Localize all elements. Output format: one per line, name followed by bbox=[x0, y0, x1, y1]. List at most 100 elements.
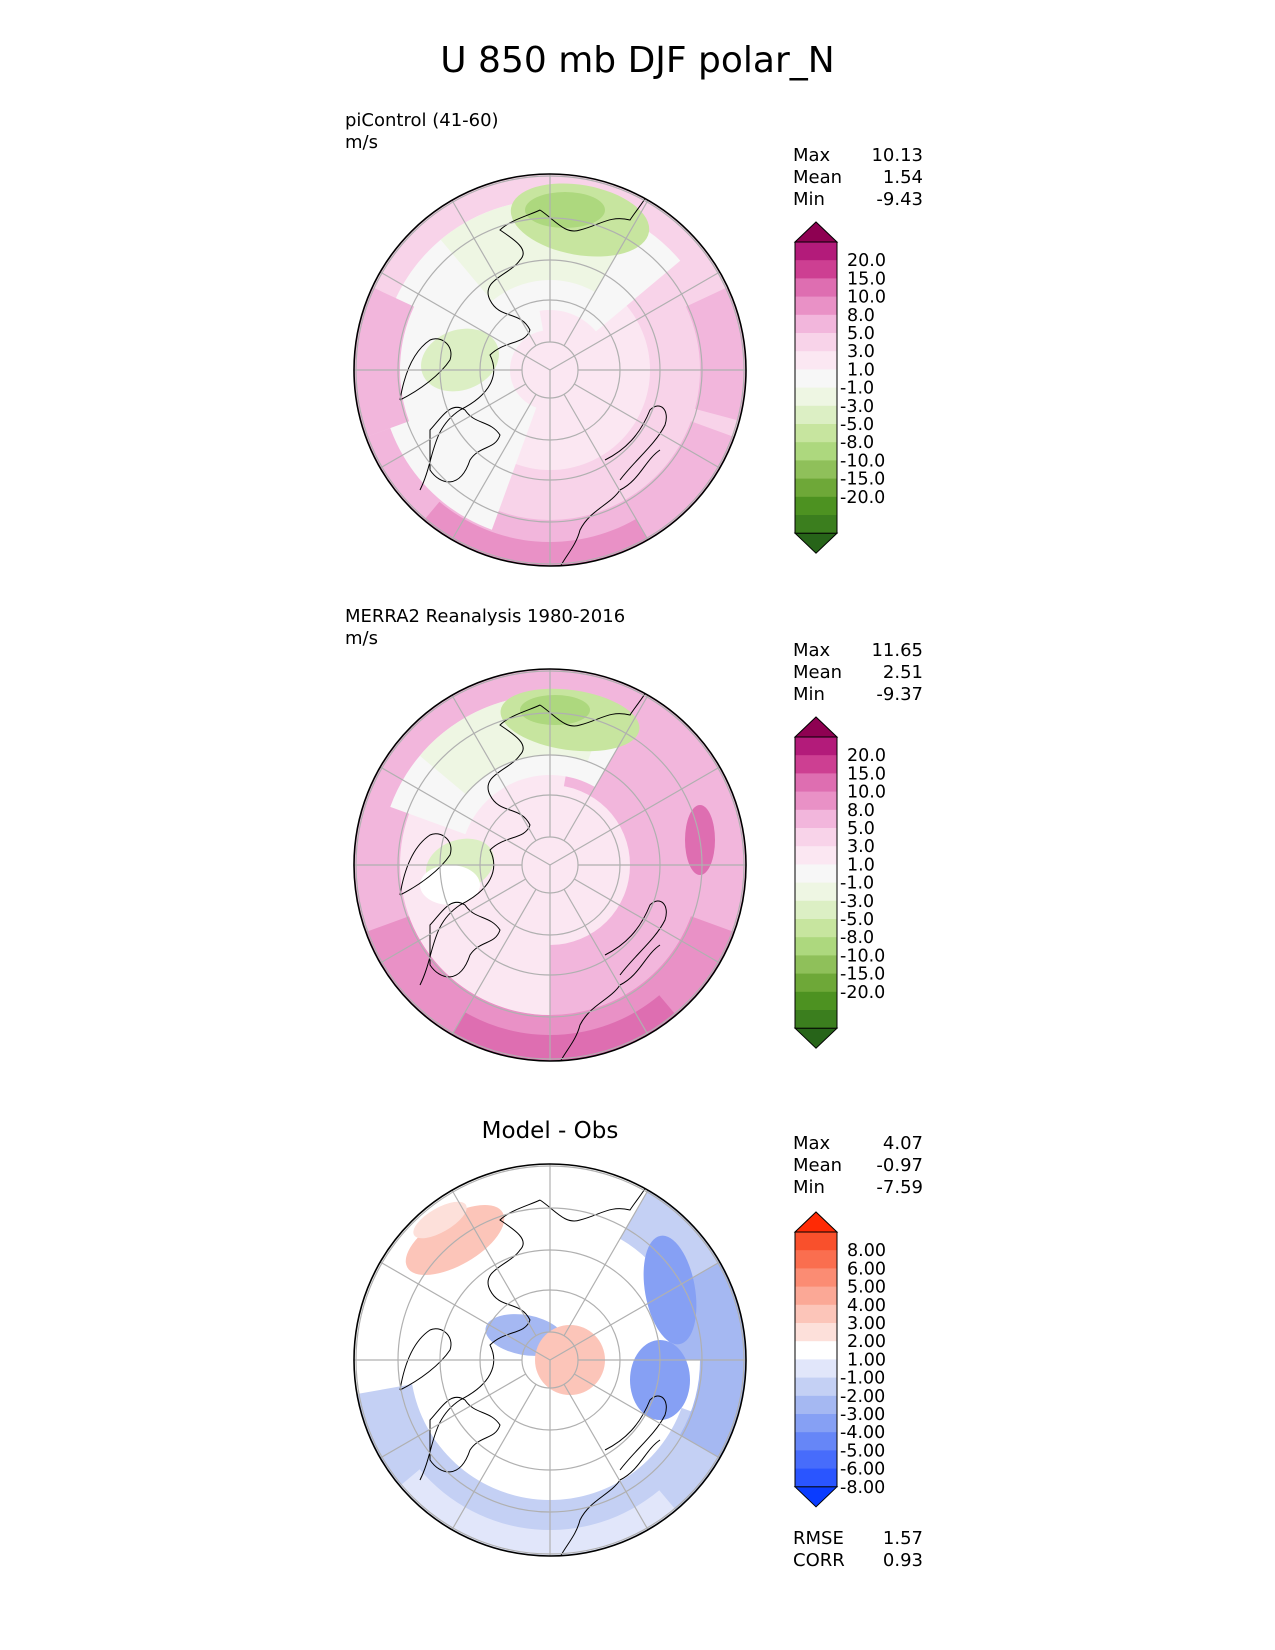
field-contour bbox=[535, 1325, 605, 1395]
map-boundary bbox=[353, 1163, 747, 1557]
colorbar-band bbox=[795, 296, 837, 316]
colorbar-band bbox=[795, 314, 837, 334]
colorbar-extend-min bbox=[793, 1027, 839, 1049]
field-contour bbox=[424, 501, 648, 566]
colorbar-tick-label: -1.00 bbox=[840, 1369, 885, 1389]
colorbar-band bbox=[795, 424, 837, 443]
min-label: Min bbox=[793, 684, 825, 705]
map-field bbox=[354, 1164, 746, 1556]
colorbar-tick-label: -20.0 bbox=[840, 488, 885, 508]
colorbar-band bbox=[795, 773, 837, 793]
coastline bbox=[399, 833, 452, 896]
colorbar-band bbox=[795, 1010, 837, 1029]
colorbar-band bbox=[795, 460, 837, 480]
colorbar-band bbox=[795, 387, 837, 407]
field-contour bbox=[420, 865, 480, 905]
colorbar-tick-label: -2.00 bbox=[840, 1387, 885, 1407]
field-contour bbox=[413, 1201, 467, 1239]
meridian-line bbox=[563, 1189, 649, 1337]
stats-box: Max 10.13 Mean 1.54 Min -9.43 bbox=[793, 145, 923, 211]
colorbar: 20.015.010.08.05.03.01.0-1.0-3.0-5.0-8.0… bbox=[793, 221, 886, 554]
coastline bbox=[604, 1395, 667, 1471]
colorbar-tick-label: 3.0 bbox=[847, 342, 875, 362]
coastline bbox=[604, 900, 667, 976]
coastline bbox=[554, 1439, 661, 1556]
model-name: piControl (41-60) bbox=[345, 110, 499, 131]
colorbar-band bbox=[795, 1341, 837, 1360]
panel-label: piControl (41-60) m/s bbox=[345, 110, 499, 154]
colorbar-band bbox=[795, 496, 837, 516]
meridian-line bbox=[451, 888, 537, 1036]
colorbar-band bbox=[795, 278, 837, 298]
min-value: -9.37 bbox=[876, 684, 923, 705]
colorbar-tick-label: 5.0 bbox=[847, 324, 875, 344]
colorbar-tick-label: 4.00 bbox=[847, 1296, 886, 1316]
units-label: m/s bbox=[345, 628, 378, 649]
coastline bbox=[419, 209, 541, 491]
mean-value: 2.51 bbox=[882, 662, 923, 683]
meridian-line bbox=[573, 1373, 721, 1459]
colorbar-band bbox=[795, 828, 837, 847]
colorbar-band bbox=[795, 478, 837, 498]
max-label: Max bbox=[793, 640, 831, 661]
colorbar-tick-label: 10.0 bbox=[847, 288, 886, 308]
colorbar-tick-label: -3.0 bbox=[840, 397, 874, 417]
corr-value: 0.93 bbox=[882, 1550, 923, 1571]
colorbar-tick-label: 3.00 bbox=[847, 1314, 886, 1334]
colorbar-tick-label: -5.00 bbox=[840, 1441, 885, 1461]
colorbar-tick-label: -10.0 bbox=[840, 946, 885, 966]
colorbar-band bbox=[795, 1268, 837, 1288]
coastline bbox=[419, 1199, 541, 1481]
rmse-value: 1.57 bbox=[882, 1528, 923, 1549]
colorbar-extend-max bbox=[793, 716, 839, 738]
mean-value: -0.97 bbox=[876, 1155, 923, 1176]
colorbar-tick-label: -6.00 bbox=[840, 1460, 885, 1480]
colorbar-tick-label: -4.00 bbox=[840, 1423, 885, 1443]
field-contour bbox=[525, 192, 605, 228]
max-value: 4.07 bbox=[882, 1133, 923, 1154]
min-label: Min bbox=[793, 1177, 825, 1198]
meridian-line bbox=[379, 1261, 527, 1347]
colorbar-tick-label: -8.0 bbox=[840, 433, 874, 453]
polar-map bbox=[353, 1163, 747, 1557]
colorbar-band bbox=[795, 737, 837, 756]
meridian-line bbox=[563, 393, 649, 541]
mean-label: Mean bbox=[793, 1155, 843, 1176]
corr-label: CORR bbox=[793, 1550, 845, 1571]
colorbar-tick-label: -3.00 bbox=[840, 1405, 885, 1425]
colorbar-frame bbox=[794, 241, 838, 534]
colorbar-tick-label: -3.0 bbox=[840, 892, 874, 912]
colorbar: 8.006.005.004.003.002.001.00-1.00-2.00-3… bbox=[793, 1211, 886, 1508]
colorbar-tick-label: 5.00 bbox=[847, 1278, 886, 1298]
colorbar-tick-label: -8.00 bbox=[840, 1478, 885, 1498]
meridian-line bbox=[525, 850, 551, 866]
colorbar-tick-label: -5.0 bbox=[840, 415, 874, 435]
colorbar-tick-label: -1.0 bbox=[840, 874, 874, 894]
colorbar-band bbox=[795, 1232, 837, 1251]
coastline bbox=[554, 944, 661, 1061]
meridian-line bbox=[451, 1189, 537, 1337]
colorbar-band bbox=[795, 1432, 837, 1451]
colorbar-band bbox=[795, 515, 837, 534]
colorbar-band bbox=[795, 1395, 837, 1415]
colorbar-band bbox=[795, 1286, 837, 1306]
field-contour bbox=[354, 287, 415, 438]
colorbar-band bbox=[795, 1359, 837, 1379]
meridian-line bbox=[549, 850, 575, 866]
colorbar-tick-label: 8.00 bbox=[847, 1241, 886, 1261]
min-value: -7.59 bbox=[876, 1177, 923, 1198]
meridian-line bbox=[549, 1345, 575, 1361]
colorbar-tick-label: 6.00 bbox=[847, 1259, 886, 1279]
map-field bbox=[354, 669, 746, 1061]
max-label: Max bbox=[793, 1133, 831, 1154]
coastline bbox=[429, 1397, 501, 1473]
meridian-line bbox=[563, 199, 649, 347]
meridian-line bbox=[451, 199, 537, 347]
meridian-line bbox=[549, 355, 575, 371]
meridian-line bbox=[379, 271, 527, 357]
coastline bbox=[429, 902, 501, 978]
polar-map bbox=[353, 668, 747, 1062]
colorbar-band bbox=[795, 755, 837, 774]
mean-label: Mean bbox=[793, 167, 843, 188]
colorbar-tick-label: -10.0 bbox=[840, 451, 885, 471]
